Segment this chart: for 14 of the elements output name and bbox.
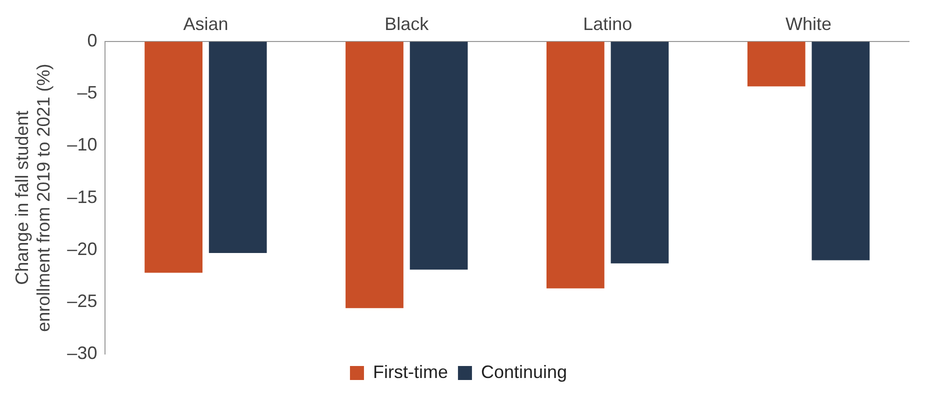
x-tick-label: Asian (183, 14, 228, 34)
x-tick-label: Black (384, 14, 430, 34)
y-tick-label: –10 (67, 134, 98, 155)
y-tick-label: –5 (77, 82, 98, 103)
x-tick-label: White (786, 14, 832, 34)
x-tick-label: Latino (583, 14, 632, 34)
y-tick-label: –15 (67, 186, 98, 207)
y-axis-title: Change in fall student enrollment from 2019 to 2021 (%) (12, 64, 54, 332)
legend-label: Continuing (480, 362, 568, 382)
legend-label: First-time (372, 362, 448, 382)
y-tick-label: –20 (67, 238, 98, 259)
y-tick-label: –25 (67, 290, 98, 311)
y-tick-label: –30 (67, 342, 98, 363)
y-tick-label: 0 (87, 30, 98, 51)
